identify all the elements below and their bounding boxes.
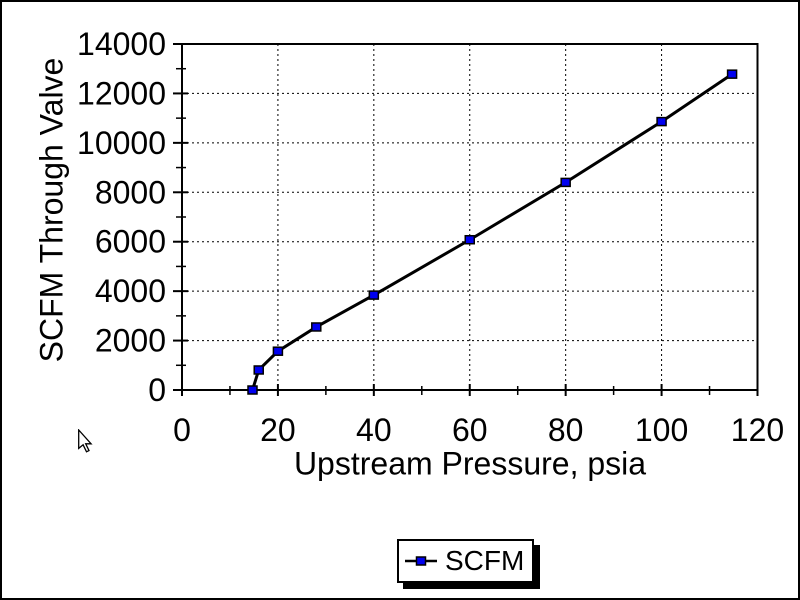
data-point-marker[interactable] <box>247 385 258 395</box>
y-tick-label: 8000 <box>95 174 166 210</box>
data-point-marker[interactable] <box>560 177 571 188</box>
y-tick-label: 10000 <box>77 125 166 161</box>
y-axis-title[interactable]: SCFM Through Valve <box>33 57 70 363</box>
data-point-marker[interactable] <box>368 290 380 300</box>
legend-label: SCFM <box>445 545 525 576</box>
x-tick-label: 80 <box>548 412 584 448</box>
y-tick-label: 2000 <box>95 323 166 359</box>
x-tick-label: 40 <box>356 412 392 448</box>
x-tick-label: 60 <box>452 412 488 448</box>
x-tick-label: 120 <box>731 412 784 448</box>
x-tick-label: 0 <box>173 412 191 448</box>
x-tick-label: 20 <box>260 412 296 448</box>
data-point-marker[interactable] <box>311 322 322 332</box>
y-tick-label: 0 <box>148 372 166 408</box>
data-point-marker[interactable] <box>656 116 667 127</box>
y-tick-label: 14000 <box>77 26 166 62</box>
data-point-marker[interactable] <box>726 69 738 79</box>
legend-series-marker-icon <box>405 556 437 566</box>
y-tick-label: 4000 <box>95 273 166 309</box>
y-tick-label: 6000 <box>95 224 166 260</box>
legend[interactable]: SCFM <box>397 539 534 583</box>
y-tick-label: 12000 <box>77 75 166 111</box>
data-point-marker[interactable] <box>272 346 284 356</box>
data-point-marker[interactable] <box>253 365 264 375</box>
data-point-marker[interactable] <box>464 234 475 245</box>
mouse-arrow-cursor-icon <box>78 429 93 453</box>
x-axis-title[interactable]: Upstream Pressure, psia <box>293 445 647 482</box>
x-tick-label: 100 <box>635 412 688 448</box>
